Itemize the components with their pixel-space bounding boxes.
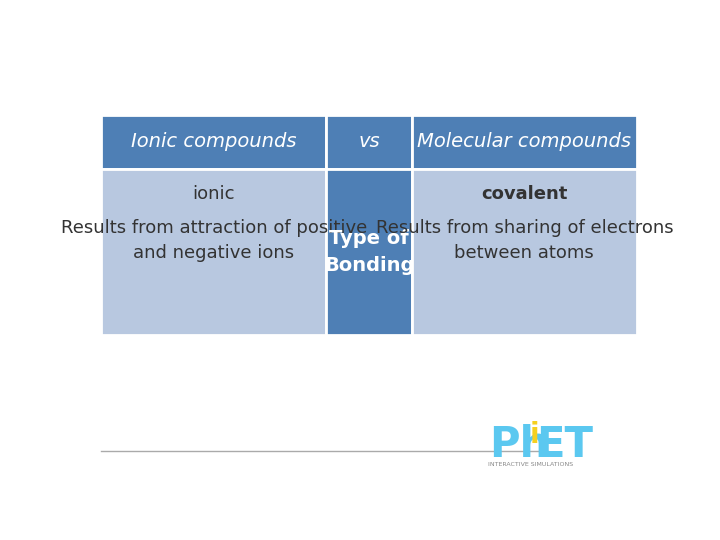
FancyBboxPatch shape <box>326 114 412 168</box>
FancyBboxPatch shape <box>326 168 412 335</box>
Text: Results from sharing of electrons
between atoms: Results from sharing of electrons betwee… <box>376 219 673 262</box>
Text: Ph: Ph <box>489 424 549 466</box>
Text: Ionic compounds: Ionic compounds <box>131 132 297 151</box>
Text: covalent: covalent <box>481 185 567 204</box>
FancyBboxPatch shape <box>412 114 637 168</box>
Text: vs: vs <box>358 132 380 151</box>
Text: INTERACTIVE SIMULATIONS: INTERACTIVE SIMULATIONS <box>488 462 573 467</box>
FancyBboxPatch shape <box>412 168 637 335</box>
Text: ionic: ionic <box>192 185 235 204</box>
FancyBboxPatch shape <box>101 168 326 335</box>
Text: Type of
Bonding: Type of Bonding <box>324 229 414 275</box>
Text: i: i <box>529 421 539 449</box>
Text: ET: ET <box>536 424 593 466</box>
FancyBboxPatch shape <box>101 114 326 168</box>
Text: Molecular compounds: Molecular compounds <box>418 132 631 151</box>
Text: Results from attraction of positive
and negative ions: Results from attraction of positive and … <box>60 219 366 262</box>
